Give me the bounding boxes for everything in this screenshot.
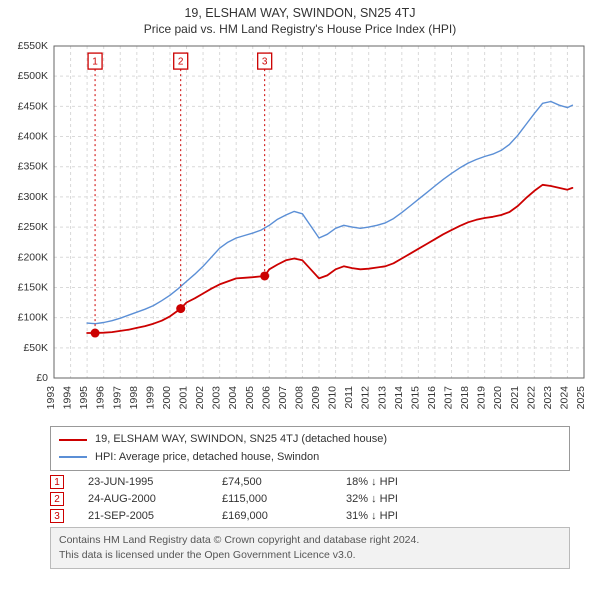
svg-text:2: 2 xyxy=(178,57,184,68)
svg-text:£200K: £200K xyxy=(18,251,48,263)
svg-text:2024: 2024 xyxy=(558,386,570,410)
page-title: 19, ELSHAM WAY, SWINDON, SN25 4TJ xyxy=(8,6,592,20)
svg-text:2016: 2016 xyxy=(426,386,438,410)
svg-text:£50K: £50K xyxy=(23,342,48,354)
svg-text:2010: 2010 xyxy=(327,386,339,410)
svg-text:2012: 2012 xyxy=(360,386,372,410)
transaction-diff: 18% ↓ HPI xyxy=(346,476,446,488)
transaction-marker: 1 xyxy=(50,475,64,489)
svg-text:1997: 1997 xyxy=(111,386,123,410)
legend-label: HPI: Average price, detached house, Swin… xyxy=(95,449,319,467)
svg-text:2001: 2001 xyxy=(178,386,190,410)
transaction-diff: 32% ↓ HPI xyxy=(346,493,446,505)
svg-text:1993: 1993 xyxy=(45,386,57,410)
transaction-date: 21-SEP-2005 xyxy=(88,510,198,522)
svg-text:£450K: £450K xyxy=(18,100,48,112)
svg-text:2009: 2009 xyxy=(310,386,322,410)
legend-swatch xyxy=(59,439,87,441)
svg-text:£0: £0 xyxy=(36,372,48,384)
chart-svg: £0 £50K £100K £150K £200K £250K £300K £350K £400… xyxy=(8,40,592,420)
legend: 19, ELSHAM WAY, SWINDON, SN25 4TJ (detac… xyxy=(50,426,570,471)
svg-text:2002: 2002 xyxy=(194,386,206,410)
svg-text:2019: 2019 xyxy=(476,386,488,410)
svg-text:2003: 2003 xyxy=(211,386,223,410)
svg-text:2025: 2025 xyxy=(575,386,587,410)
svg-text:2008: 2008 xyxy=(293,386,305,410)
svg-text:1999: 1999 xyxy=(144,386,156,410)
transaction-marker: 2 xyxy=(50,492,64,506)
svg-text:2007: 2007 xyxy=(277,386,289,410)
transaction-diff: 31% ↓ HPI xyxy=(346,510,446,522)
svg-text:3: 3 xyxy=(262,57,268,68)
svg-text:2022: 2022 xyxy=(525,386,537,410)
svg-text:2017: 2017 xyxy=(443,386,455,410)
svg-text:1: 1 xyxy=(92,57,98,68)
transaction-row: 3 21-SEP-2005 £169,000 31% ↓ HPI xyxy=(50,509,570,523)
svg-text:£400K: £400K xyxy=(18,131,48,143)
svg-text:2006: 2006 xyxy=(260,386,272,410)
page-subtitle: Price paid vs. HM Land Registry's House … xyxy=(8,22,592,36)
legend-swatch xyxy=(59,456,87,458)
svg-text:2014: 2014 xyxy=(393,386,405,410)
svg-text:1998: 1998 xyxy=(128,386,140,410)
transaction-marker: 3 xyxy=(50,509,64,523)
transactions-table: 1 23-JUN-1995 £74,500 18% ↓ HPI 2 24-AUG-2000… xyxy=(50,475,570,523)
svg-text:1996: 1996 xyxy=(95,386,107,410)
attribution-footer: Contains HM Land Registry data © Crown c… xyxy=(50,527,570,568)
transaction-price: £169,000 xyxy=(222,510,322,522)
svg-text:2015: 2015 xyxy=(409,386,421,410)
transaction-date: 23-JUN-1995 xyxy=(88,476,198,488)
svg-text:£250K: £250K xyxy=(18,221,48,233)
legend-label: 19, ELSHAM WAY, SWINDON, SN25 4TJ (detac… xyxy=(95,431,387,449)
svg-text:£350K: £350K xyxy=(18,161,48,173)
svg-text:2000: 2000 xyxy=(161,386,173,410)
svg-text:£550K: £550K xyxy=(18,40,48,52)
transaction-date: 24-AUG-2000 xyxy=(88,493,198,505)
transaction-price: £74,500 xyxy=(222,476,322,488)
svg-text:1994: 1994 xyxy=(62,386,74,410)
svg-text:£300K: £300K xyxy=(18,191,48,203)
price-chart: £0 £50K £100K £150K £200K £250K £300K £350K £400… xyxy=(8,40,592,420)
svg-text:2004: 2004 xyxy=(227,386,239,410)
svg-text:2011: 2011 xyxy=(343,386,355,409)
svg-text:£100K: £100K xyxy=(18,312,48,324)
footer-line-1: Contains HM Land Registry data © Crown c… xyxy=(59,533,561,548)
svg-text:2020: 2020 xyxy=(492,386,504,410)
svg-text:1995: 1995 xyxy=(78,386,90,410)
svg-text:2021: 2021 xyxy=(509,386,521,410)
svg-text:2018: 2018 xyxy=(459,386,471,410)
svg-text:2023: 2023 xyxy=(542,386,554,410)
legend-row: 19, ELSHAM WAY, SWINDON, SN25 4TJ (detac… xyxy=(59,431,561,449)
svg-text:£150K: £150K xyxy=(18,281,48,293)
svg-text:2005: 2005 xyxy=(244,386,256,410)
legend-row: HPI: Average price, detached house, Swin… xyxy=(59,449,561,467)
transaction-row: 2 24-AUG-2000 £115,000 32% ↓ HPI xyxy=(50,492,570,506)
svg-text:2013: 2013 xyxy=(376,386,388,410)
transaction-price: £115,000 xyxy=(222,493,322,505)
footer-line-2: This data is licensed under the Open Gov… xyxy=(59,548,561,563)
svg-text:£500K: £500K xyxy=(18,70,48,82)
transaction-row: 1 23-JUN-1995 £74,500 18% ↓ HPI xyxy=(50,475,570,489)
